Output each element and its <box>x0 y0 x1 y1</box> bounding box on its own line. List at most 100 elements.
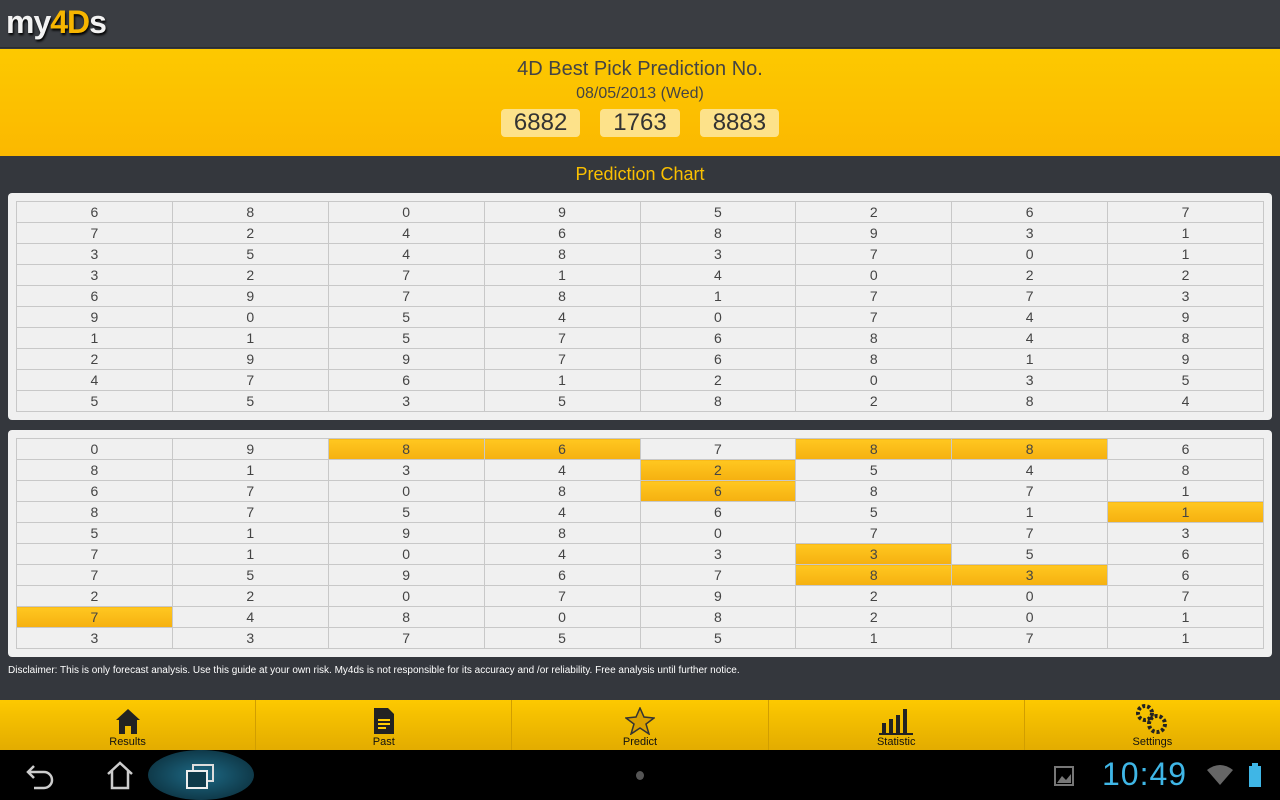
highlighted-cell: 7 <box>16 606 173 628</box>
table-cell: 8 <box>1107 327 1264 349</box>
table-cell: 6 <box>1107 438 1264 460</box>
table-cell: 7 <box>795 243 953 265</box>
table-cell: 1 <box>483 264 641 286</box>
table-cell: 2 <box>171 585 329 607</box>
table-cell: 4 <box>483 306 641 328</box>
table-cell: 4 <box>951 306 1109 328</box>
table-cell: 1 <box>1107 222 1264 244</box>
nav-statistic[interactable]: Statistic <box>769 700 1025 750</box>
table-cell: 6 <box>483 222 641 244</box>
table-cell: 1 <box>1107 243 1264 265</box>
highlighted-cell: 8 <box>327 438 485 460</box>
table-cell: 8 <box>1107 459 1264 481</box>
table-cell: 7 <box>483 327 641 349</box>
prediction-date: 08/05/2013 (Wed) <box>576 85 704 102</box>
nav-results[interactable]: Results <box>0 700 257 750</box>
wifi-icon <box>1207 765 1233 785</box>
table-cell: 9 <box>795 222 953 244</box>
table-cell: 6 <box>1107 564 1264 586</box>
table-cell: 5 <box>327 327 485 349</box>
table-cell: 1 <box>1107 606 1264 628</box>
table-cell: 7 <box>1107 585 1264 607</box>
table-cell: 3 <box>16 264 173 286</box>
table-cell: 1 <box>1107 480 1264 502</box>
table-cell: 2 <box>795 606 953 628</box>
table-cell: 6 <box>327 369 485 391</box>
menu-dot-icon[interactable] <box>636 771 644 780</box>
table-cell: 7 <box>795 522 953 544</box>
nav-predict[interactable]: Predict <box>512 700 769 750</box>
table-cell: 0 <box>639 522 797 544</box>
table-cell: 5 <box>951 543 1109 565</box>
table-cell: 6 <box>639 327 797 349</box>
table-cell: 1 <box>795 627 953 649</box>
table-cell: 2 <box>171 264 329 286</box>
table-cell: 5 <box>327 501 485 523</box>
table-cell: 7 <box>1107 201 1264 223</box>
table-cell: 6 <box>16 285 173 307</box>
home-button-icon[interactable] <box>104 760 136 790</box>
table-cell: 3 <box>639 243 797 265</box>
table-cell: 1 <box>171 459 329 481</box>
table-cell: 9 <box>171 285 329 307</box>
battery-icon <box>1249 763 1261 787</box>
table-cell: 5 <box>483 627 641 649</box>
table-cell: 6 <box>951 201 1109 223</box>
table-cell: 6 <box>639 348 797 370</box>
highlighted-cell: 6 <box>483 438 641 460</box>
table-cell: 7 <box>795 285 953 307</box>
table-cell: 3 <box>951 222 1109 244</box>
table-cell: 3 <box>1107 285 1264 307</box>
system-bar: 10:49 <box>0 750 1280 800</box>
highlighted-cell: 8 <box>795 438 953 460</box>
back-icon[interactable] <box>24 762 56 790</box>
table-cell: 4 <box>16 369 173 391</box>
table-cell: 8 <box>483 522 641 544</box>
best-pick-number: 6882 <box>500 109 581 137</box>
table-cell: 9 <box>327 564 485 586</box>
table-cell: 7 <box>171 480 329 502</box>
table-cell: 4 <box>483 459 641 481</box>
table-cell: 2 <box>795 201 953 223</box>
table-cell: 9 <box>16 306 173 328</box>
nav-settings[interactable]: Settings <box>1025 700 1280 750</box>
table-cell: 5 <box>483 390 641 412</box>
table-cell: 9 <box>327 348 485 370</box>
table-cell: 4 <box>639 264 797 286</box>
gallery-notification-icon[interactable] <box>1054 766 1074 786</box>
table-cell: 2 <box>171 222 329 244</box>
table-cell: 7 <box>327 627 485 649</box>
table-cell: 4 <box>327 243 485 265</box>
table-cell: 1 <box>171 327 329 349</box>
table-cell: 7 <box>16 222 173 244</box>
table-cell: 6 <box>639 501 797 523</box>
table-cell: 9 <box>1107 348 1264 370</box>
table-cell: 7 <box>951 627 1109 649</box>
table-cell: 4 <box>483 501 641 523</box>
table-cell: 9 <box>327 522 485 544</box>
table-cell: 4 <box>327 222 485 244</box>
table-cell: 1 <box>639 285 797 307</box>
table-cell: 1 <box>951 501 1109 523</box>
highlighted-cell: 6 <box>639 480 797 502</box>
table-cell: 4 <box>483 543 641 565</box>
table-cell: 7 <box>951 285 1109 307</box>
nav-past[interactable]: Past <box>256 700 513 750</box>
app-logo: my4Ds <box>6 4 107 40</box>
best-pick-number: 8883 <box>699 109 780 137</box>
highlighted-cell: 3 <box>951 564 1109 586</box>
nav-label: Past <box>372 736 395 748</box>
table-cell: 9 <box>171 348 329 370</box>
recent-apps-icon[interactable] <box>185 764 217 790</box>
table-cell: 5 <box>795 459 953 481</box>
table-cell: 8 <box>483 285 641 307</box>
table-cell: 3 <box>16 627 173 649</box>
